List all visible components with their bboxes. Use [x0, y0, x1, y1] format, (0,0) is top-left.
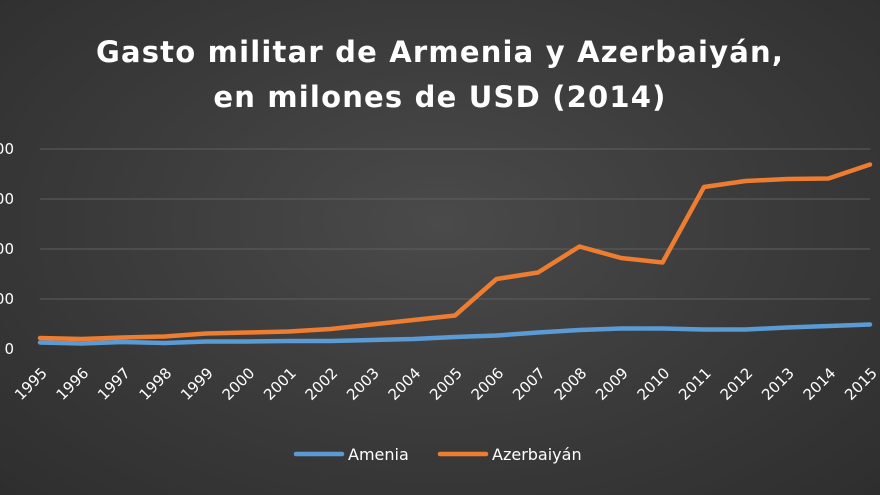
x-tick-label: 1996 — [53, 364, 93, 404]
x-tick-label: 2015 — [841, 364, 880, 404]
x-tick-label: 2002 — [302, 364, 342, 404]
x-tick-label: 2003 — [343, 364, 383, 404]
series-line-amenia — [37, 322, 873, 346]
x-tick-label: 2014 — [800, 364, 840, 404]
x-tick-label: 2008 — [551, 364, 591, 404]
x-tick-label: 1997 — [94, 364, 134, 404]
chart-title-line-1: Gasto militar de Armenia y Azerbaiyán, — [96, 35, 784, 69]
x-tick-label: 2000 — [219, 364, 259, 404]
series-lines — [37, 162, 873, 346]
series-line-azerbaiyan — [37, 162, 873, 342]
y-tick-label: 00 — [0, 190, 14, 208]
x-tick-label: 2009 — [592, 364, 632, 404]
legend-label: Azerbaiyán — [492, 445, 582, 464]
x-tick-label: 2006 — [468, 364, 508, 404]
y-axis-ticks: 000000000 — [0, 140, 14, 358]
y-tick-label: 00 — [0, 140, 14, 158]
y-tick-label: 0 — [4, 340, 14, 358]
x-tick-label: 2012 — [717, 364, 757, 404]
x-tick-label: 1998 — [136, 364, 176, 404]
legend-label: Amenia — [348, 445, 409, 464]
gridlines — [40, 148, 870, 300]
legend: Amenia Azerbaiyán — [293, 445, 582, 464]
x-tick-label: 2011 — [675, 364, 715, 404]
x-tick-label: 2005 — [426, 364, 466, 404]
x-tick-label: 1995 — [11, 364, 51, 404]
x-axis-ticks: 1995 1996 1997 1998 1999 2000 2001 2002 2003 2004… — [11, 364, 880, 404]
x-tick-label: 2010 — [634, 364, 674, 404]
x-tick-label: 2001 — [260, 364, 300, 404]
x-tick-label: 2013 — [758, 364, 798, 404]
y-tick-label: 00 — [0, 240, 14, 258]
x-tick-label: 2007 — [509, 364, 549, 404]
x-tick-label: 1999 — [177, 364, 217, 404]
y-tick-label: 00 — [0, 290, 14, 308]
x-tick-label: 2004 — [385, 364, 425, 404]
chart-title-line-2: en milones de USD (2014) — [213, 80, 666, 114]
